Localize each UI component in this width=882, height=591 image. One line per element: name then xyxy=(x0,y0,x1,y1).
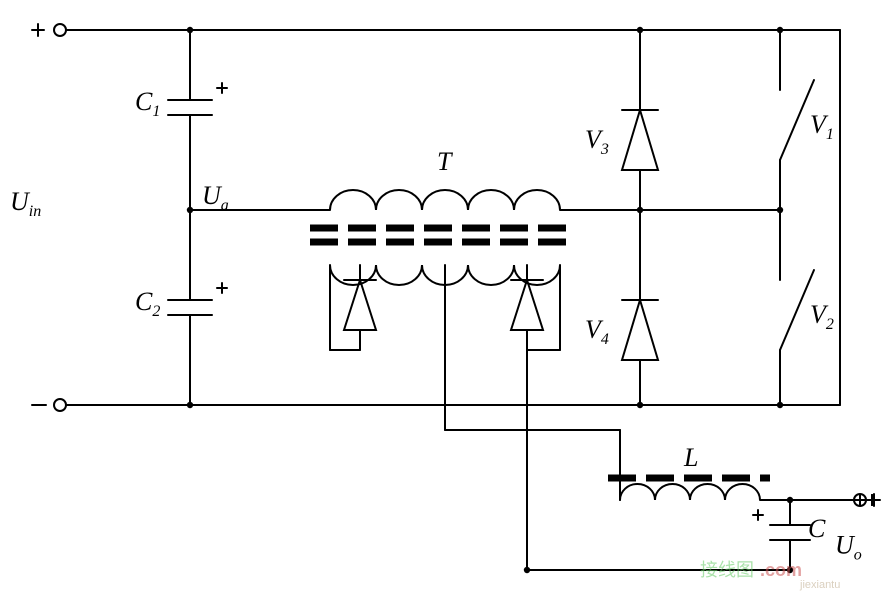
label-output-cap: C xyxy=(808,514,826,543)
label-inductor: L xyxy=(683,443,698,472)
svg-text:.com: .com xyxy=(760,560,802,580)
svg-text:jiexiantu: jiexiantu xyxy=(799,579,840,591)
diagram-background xyxy=(0,0,882,591)
label-transformer: T xyxy=(437,147,453,176)
svg-text:接线图: 接线图 xyxy=(700,560,754,580)
